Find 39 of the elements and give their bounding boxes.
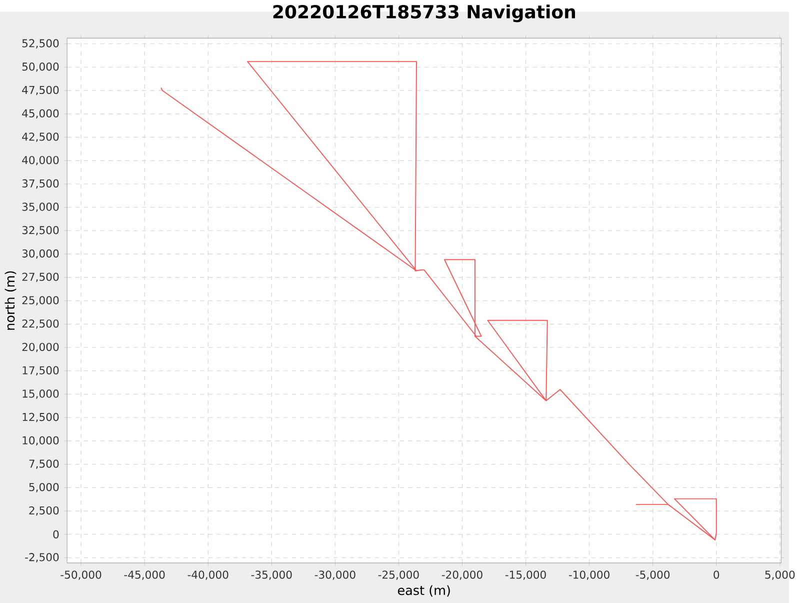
x-tick-label: -20,000: [442, 570, 482, 580]
y-tick-label: 50,000: [22, 62, 59, 72]
x-tick-label: -10,000: [568, 570, 610, 580]
y-tick-label: 30,000: [22, 249, 59, 258]
y-tick-label: 47,500: [22, 86, 59, 95]
y-tick-label: 37,500: [22, 179, 59, 188]
x-tick-label: -35,000: [251, 570, 292, 580]
y-tick-label: 52,500: [22, 38, 59, 48]
line-series: [160, 60, 717, 540]
x-tick-label: -50,000: [60, 570, 102, 580]
x-tick-label: 0: [714, 570, 720, 579]
x-tick-label: -40,000: [188, 570, 228, 580]
y-tick-label: 35,000: [22, 202, 59, 212]
y-tick-label: 2,500: [29, 506, 59, 516]
y-tick-label: 45,000: [22, 109, 59, 118]
x-tick-label: -30,000: [314, 570, 356, 580]
y-axis-title: north (m): [4, 271, 16, 330]
x-tick-label: -25,000: [378, 570, 419, 580]
chart-title: 20220126T185733 Navigation: [273, 4, 575, 22]
y-tick-label: 12,500: [22, 412, 59, 422]
x-tick-label: 5,000: [765, 570, 795, 580]
y-tick-label: 7,500: [29, 459, 59, 469]
y-tick-label: 15,000: [22, 389, 59, 399]
y-tick-label: 27,500: [22, 272, 59, 282]
y-tick-label: 25,000: [22, 296, 59, 306]
y-tick-label: 22,500: [22, 319, 59, 329]
y-tick-label: 10,000: [22, 436, 59, 446]
x-tick-label: -5,000: [636, 570, 670, 580]
y-tick-label: -2,500: [25, 552, 59, 562]
y-tick-label: 42,500: [22, 132, 59, 142]
x-tick-label: -15,000: [505, 570, 546, 580]
y-tick-label: 20,000: [22, 342, 59, 352]
x-axis-title: east (m): [398, 585, 450, 596]
y-tick-label: 32,500: [22, 226, 59, 236]
y-tick-label: 40,000: [22, 156, 59, 166]
y-tick-label: 17,500: [22, 366, 59, 376]
x-tick-label: -45,000: [124, 570, 165, 580]
y-tick-label: 0: [53, 530, 59, 538]
y-tick-label: 5,000: [29, 482, 59, 492]
